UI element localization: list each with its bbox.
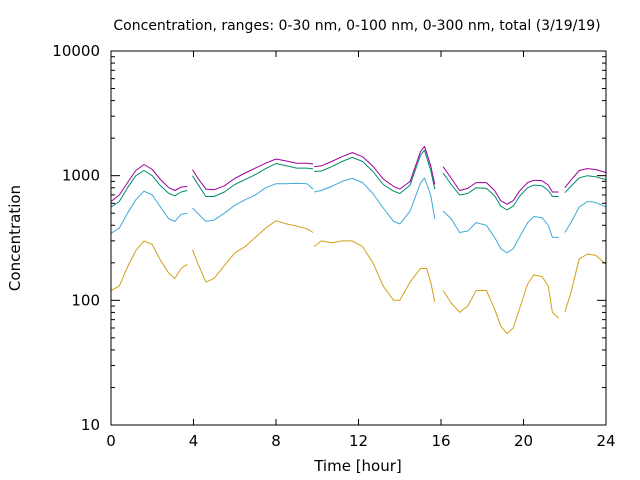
series-1-line-segment-1 xyxy=(110,240,188,291)
x-tick-label: 12 xyxy=(349,432,368,450)
series-4 xyxy=(110,145,607,205)
ticks-layer: 0 4 8 12 16 20 24 10 100 1000 10000 xyxy=(52,42,615,450)
series-3-line-segment-5 xyxy=(564,175,607,194)
series-3-line-segment-2 xyxy=(192,163,314,197)
x-tick-label: 0 xyxy=(106,432,116,450)
x-tick-label: 24 xyxy=(596,432,615,450)
chart-title: Concentration, ranges: 0-30 nm, 0-100 nm… xyxy=(113,18,600,34)
series-2 xyxy=(110,177,607,254)
series-4-line-segment-4 xyxy=(442,166,559,205)
series-1-line-segment-4 xyxy=(442,274,559,335)
x-tick-label: 8 xyxy=(271,432,281,450)
x-tick-label: 20 xyxy=(514,432,533,450)
series-3-line-segment-4 xyxy=(442,172,559,211)
series-1 xyxy=(110,220,607,335)
y-tick-label: 1000 xyxy=(62,167,100,185)
series-2-line-segment-2 xyxy=(192,182,314,222)
series-1-line-segment-3 xyxy=(313,240,436,303)
plot-frame xyxy=(110,50,607,426)
series-2-line-segment-1 xyxy=(110,190,188,234)
y-tick-label: 10 xyxy=(81,416,100,434)
series-4-line-segment-1 xyxy=(110,164,188,202)
x-axis-label: Time [hour] xyxy=(313,457,402,475)
series-2-line-segment-4 xyxy=(442,210,559,254)
series-3 xyxy=(110,149,607,211)
series-3-line-segment-3 xyxy=(314,149,436,194)
x-tick-label: 4 xyxy=(189,432,199,450)
series-2-line-segment-5 xyxy=(564,201,607,233)
y-tick-label: 100 xyxy=(71,291,100,309)
series-4-line-segment-2 xyxy=(192,158,314,191)
series-layer xyxy=(110,145,607,335)
series-3-line-segment-1 xyxy=(110,170,188,208)
series-4-line-segment-5 xyxy=(564,168,607,189)
series-1-line-segment-2 xyxy=(192,220,314,283)
y-axis-label: Concentration xyxy=(6,185,24,291)
x-tick-label: 16 xyxy=(431,432,450,450)
series-1-line-segment-5 xyxy=(564,253,607,313)
y-tick-label: 10000 xyxy=(52,42,100,60)
series-2-line-segment-3 xyxy=(314,177,436,225)
series-4-line-segment-3 xyxy=(314,145,436,190)
